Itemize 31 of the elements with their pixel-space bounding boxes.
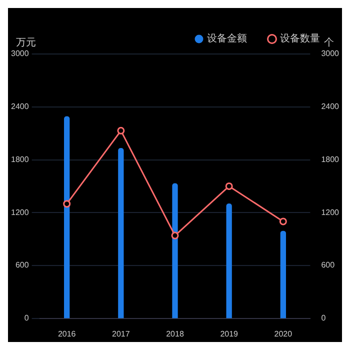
x-tick-label: 2020: [274, 329, 293, 338]
legend-label: 设备金额: [207, 32, 247, 45]
point: [225, 182, 233, 190]
y2-tick-label: 1200: [321, 208, 340, 217]
x-tick-label: 2016: [58, 329, 76, 338]
y-axis-title: 万元: [16, 38, 36, 49]
y2-axis-title: 个: [324, 36, 334, 49]
y-tick-label: 2400: [11, 102, 30, 112]
point: [279, 218, 287, 226]
y2-tick-label: 600: [321, 260, 336, 270]
bar: [64, 116, 70, 318]
y-tick-label: 1800: [11, 154, 30, 164]
y2-tick-label: 0: [321, 314, 326, 323]
y2-tick-label: 1800: [321, 154, 340, 164]
y2-tick-label: 3000: [321, 49, 340, 58]
point: [171, 232, 179, 240]
y-tick-label: 1200: [11, 208, 30, 217]
x-tick-label: 2019: [220, 329, 239, 338]
y-tick-label: 3000: [11, 49, 30, 58]
bar: [280, 230, 286, 318]
point: [63, 200, 71, 208]
y-tick-label: 0: [24, 314, 30, 323]
bar: [172, 183, 178, 318]
legend-label: 设备数量: [280, 32, 320, 45]
y-tick-label: 600: [15, 260, 30, 270]
point: [117, 126, 125, 134]
x-tick-label: 2018: [166, 329, 184, 338]
bar: [226, 203, 232, 318]
y2-tick-label: 2400: [321, 102, 340, 112]
x-tick-label: 2017: [112, 329, 130, 338]
bar: [118, 148, 124, 318]
